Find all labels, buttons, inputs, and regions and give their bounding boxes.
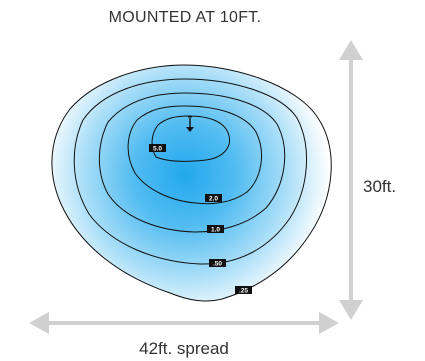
inner-contour: [151, 115, 231, 162]
level-label-2-0: 2.0: [205, 194, 222, 202]
svg-text:.50: .50: [213, 260, 222, 267]
contour: [98, 92, 286, 233]
level-label-0-50: .50: [209, 259, 226, 267]
svg-text:1.0: 1.0: [211, 226, 220, 233]
spread-label: 42ft. spread: [139, 339, 229, 358]
contour-plot: 5.0 2.0 1.0 .50 .25: [51, 64, 332, 302]
level-label-5-0: 5.0: [149, 144, 166, 152]
double-arrow-vertical-icon: [339, 40, 363, 320]
double-arrow-horizontal-icon: [29, 312, 339, 334]
level-label-1-0: 1.0: [207, 225, 224, 233]
diagram-title: MOUNTED AT 10FT.: [108, 9, 262, 26]
svg-text:2.0: 2.0: [209, 195, 218, 202]
outer-contour: [51, 64, 332, 302]
contour: [127, 105, 262, 205]
level-label-0-25: .25: [235, 286, 252, 294]
mount-point-arrow-icon: [186, 116, 194, 132]
contour: [73, 78, 307, 265]
depth-label: 30ft.: [363, 177, 397, 196]
svg-text:.25: .25: [239, 287, 248, 294]
svg-text:5.0: 5.0: [153, 145, 162, 152]
